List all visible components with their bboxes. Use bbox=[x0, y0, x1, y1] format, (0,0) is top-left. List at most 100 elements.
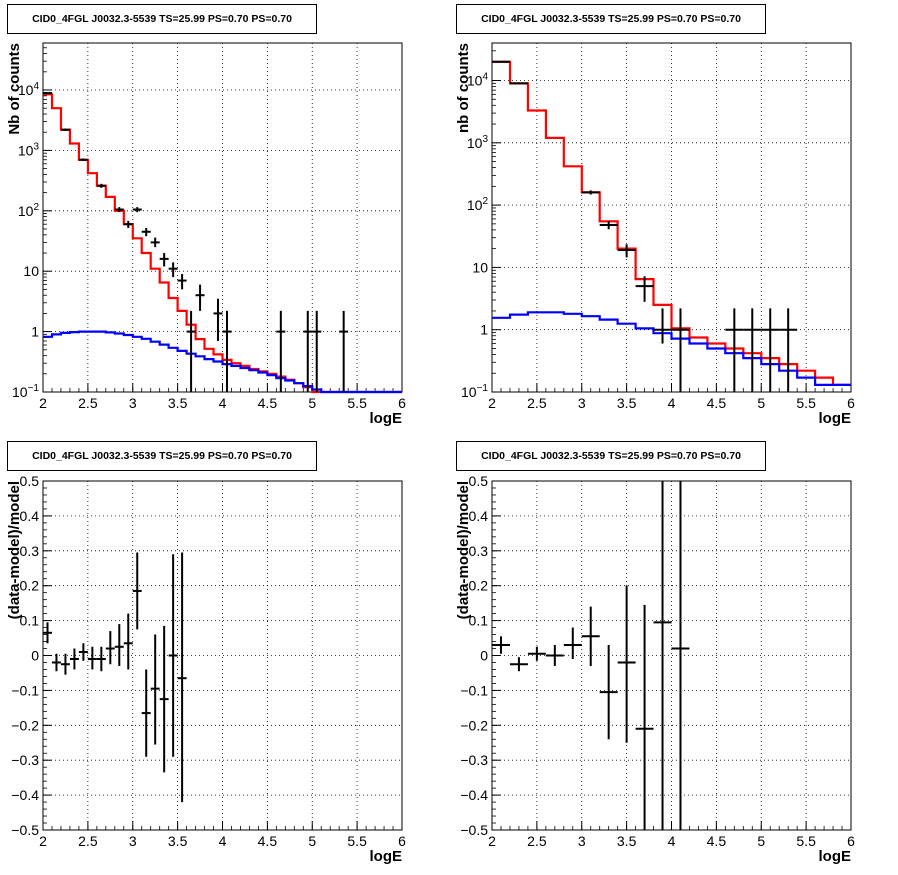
x-tick-label: 2.5 bbox=[527, 395, 547, 411]
y-tick-label: 0.2 bbox=[20, 578, 40, 594]
y-tick-label: 1 bbox=[480, 322, 488, 338]
data-point bbox=[69, 648, 79, 670]
data-point bbox=[105, 631, 115, 665]
x-tick-label: 3 bbox=[578, 395, 586, 411]
data-point bbox=[87, 646, 97, 670]
data-point bbox=[60, 653, 70, 675]
x-tick-label: 3.5 bbox=[168, 833, 188, 849]
data-point bbox=[177, 552, 187, 803]
data-point bbox=[222, 310, 232, 392]
data-point bbox=[492, 636, 510, 654]
x-tick-label: 6 bbox=[847, 833, 855, 849]
y-tick-label: −0.4 bbox=[460, 787, 488, 803]
x-axis-label: logE bbox=[370, 848, 403, 865]
data-point bbox=[635, 604, 654, 830]
y-tick-label: 0.1 bbox=[20, 613, 40, 629]
x-tick-label: 2.5 bbox=[527, 833, 547, 849]
x-axis-label: logE bbox=[819, 848, 852, 865]
x-tick-label: 5.5 bbox=[796, 833, 816, 849]
y-tick-label: −0.2 bbox=[460, 717, 488, 733]
data-point bbox=[141, 669, 151, 757]
x-tick-label: 4.5 bbox=[258, 833, 278, 849]
chart-panel: 2 2.5 3 3.5 4 4.5 5 5.5 6 10−1 1 10 102 103 104 logE Nb … bbox=[6, 42, 406, 427]
chart-panel: 2 2.5 3 3.5 4 4.5 5 5.5 6 −0.5 −0.4 −0.3 −0.2 −0.1 0 0.… bbox=[6, 473, 406, 865]
x-axis-label: logE bbox=[819, 410, 852, 427]
data-point bbox=[509, 657, 528, 672]
data-point bbox=[617, 585, 636, 743]
data-point bbox=[141, 227, 151, 237]
x-tick-label: 3.5 bbox=[168, 395, 188, 411]
panel-title: CID0_4FGL J0032.3-5539 TS=25.99 PS=0.70 … bbox=[456, 4, 766, 34]
x-tick-label: 4 bbox=[668, 395, 676, 411]
y-tick-label: −0.3 bbox=[11, 752, 39, 768]
data-point bbox=[671, 308, 690, 392]
chart-panel: 2 2.5 3 3.5 4 4.5 5 5.5 6 10−1 1 10 102 103 104 logE nb … bbox=[455, 42, 855, 427]
data-point bbox=[132, 552, 142, 630]
y-tick-label: −0.3 bbox=[460, 752, 488, 768]
y-axis-label: nb of counts bbox=[455, 43, 472, 133]
data-point bbox=[725, 308, 744, 392]
y-tick-label: 103 bbox=[467, 134, 489, 151]
data-point bbox=[150, 634, 160, 745]
y-tick-label: 0.4 bbox=[20, 508, 40, 524]
data-point bbox=[43, 92, 52, 95]
x-tick-label: 6 bbox=[398, 395, 406, 411]
x-tick-label: 5 bbox=[757, 833, 765, 849]
x-tick-label: 5 bbox=[757, 395, 765, 411]
data-point bbox=[527, 646, 546, 661]
data-point bbox=[51, 653, 61, 672]
y-tick-label: 102 bbox=[467, 196, 489, 213]
y-tick-label: 102 bbox=[18, 202, 40, 219]
y-tick-label: −0.1 bbox=[11, 682, 39, 698]
x-tick-label: 3.5 bbox=[617, 395, 637, 411]
data-point bbox=[43, 622, 52, 644]
y-tick-label: 0.5 bbox=[469, 473, 489, 489]
y-tick-label: 0 bbox=[480, 648, 488, 664]
data-point bbox=[276, 310, 286, 392]
y-tick-label: 104 bbox=[18, 81, 40, 98]
series-line bbox=[492, 311, 851, 386]
x-tick-label: 4.5 bbox=[707, 395, 727, 411]
data-point bbox=[213, 298, 223, 341]
data-point bbox=[779, 308, 798, 392]
data-point bbox=[60, 128, 70, 131]
x-tick-label: 6 bbox=[847, 395, 855, 411]
data-point bbox=[545, 645, 564, 666]
x-tick-label: 5.5 bbox=[347, 833, 367, 849]
data-point bbox=[168, 262, 178, 278]
data-point bbox=[159, 253, 169, 267]
data-point bbox=[563, 627, 582, 659]
y-tick-label: −0.2 bbox=[11, 717, 39, 733]
y-tick-label: 0.3 bbox=[20, 543, 40, 559]
x-tick-label: 4.5 bbox=[258, 395, 278, 411]
y-tick-label: 10−1 bbox=[461, 383, 488, 400]
y-tick-label: 0.1 bbox=[469, 613, 489, 629]
data-point bbox=[653, 481, 672, 830]
y-tick-label: 104 bbox=[467, 72, 489, 89]
x-tick-label: 2 bbox=[39, 395, 47, 411]
data-point bbox=[492, 60, 510, 63]
y-tick-label: 103 bbox=[18, 141, 40, 158]
series-line bbox=[43, 330, 402, 394]
x-tick-label: 2 bbox=[488, 395, 496, 411]
y-axis-label: (data-model)/model bbox=[455, 481, 472, 619]
data-point bbox=[617, 244, 636, 258]
data-point bbox=[339, 310, 349, 392]
x-tick-label: 4 bbox=[219, 395, 227, 411]
data-point bbox=[168, 554, 178, 757]
data-point bbox=[186, 310, 196, 392]
x-tick-label: 2 bbox=[488, 833, 496, 849]
x-tick-label: 3.5 bbox=[617, 833, 637, 849]
y-tick-label: 10 bbox=[23, 263, 39, 279]
data-point bbox=[671, 481, 690, 830]
data-point bbox=[150, 237, 160, 248]
y-tick-label: −0.5 bbox=[11, 822, 39, 838]
data-point bbox=[303, 310, 313, 392]
x-tick-label: 6 bbox=[398, 833, 406, 849]
data-point bbox=[312, 310, 322, 392]
x-tick-label: 3 bbox=[129, 833, 137, 849]
y-tick-label: 0.5 bbox=[20, 473, 40, 489]
panel-title: CID0_4FGL J0032.3-5539 TS=25.99 PS=0.70 … bbox=[456, 441, 766, 471]
x-tick-label: 5.5 bbox=[796, 395, 816, 411]
